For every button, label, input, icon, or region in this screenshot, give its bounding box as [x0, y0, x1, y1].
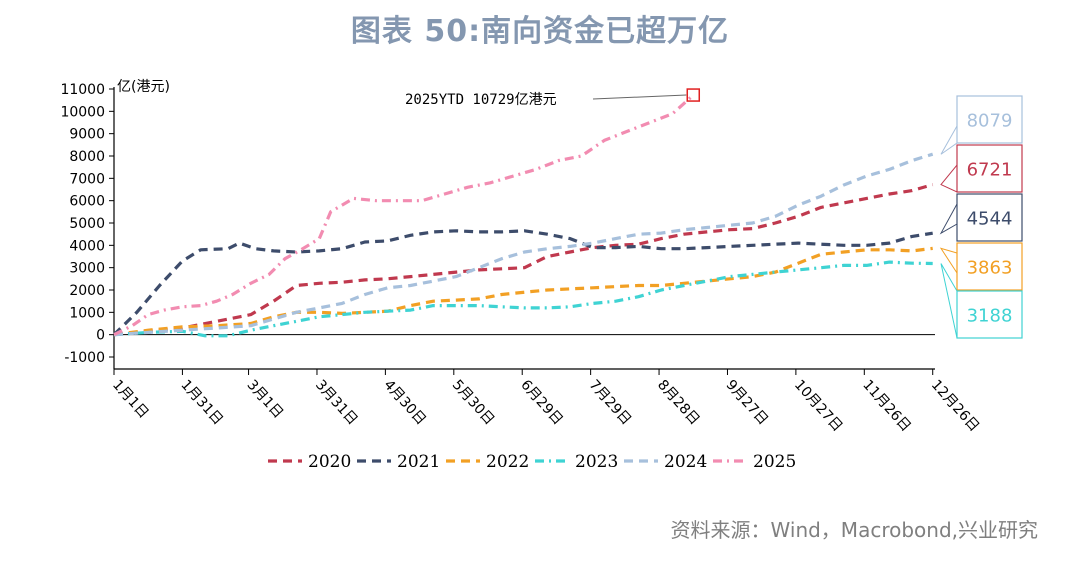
end-labels: 8079 6721 4544 3863 3188 — [939, 95, 1023, 339]
axes: 1100010000900080007000600050004000300020… — [60, 79, 982, 435]
x-tick-label: 1月31日 — [177, 377, 226, 428]
callout-pointer — [939, 203, 958, 235]
series-line-2024 — [113, 152, 934, 337]
y-tick-label: 5000 — [69, 216, 105, 232]
callout-pointer — [940, 163, 958, 193]
callout-box — [956, 193, 1023, 242]
y-tick-label: 10000 — [60, 104, 105, 120]
callout-pointer — [940, 124, 958, 155]
x-tick-label: 8月28日 — [654, 377, 703, 428]
callout-box — [956, 144, 1023, 193]
annotation-leader — [592, 94, 687, 100]
y-tick-label: 2000 — [69, 283, 105, 299]
y-tick-label: 11000 — [60, 82, 105, 98]
x-tick-label: 6月29日 — [517, 377, 566, 428]
series-line-2022 — [113, 246, 933, 337]
x-tick-label: 3月31日 — [312, 377, 361, 428]
legend-label-2021: 2021 — [397, 452, 440, 472]
y-tick-label: -1000 — [64, 350, 105, 366]
series-layer: 2025YTD 10729亿港元 — [112, 88, 934, 338]
x-tick-label: 7月29日 — [586, 377, 635, 428]
x-tick-label: 3月1日 — [244, 377, 287, 422]
x-tick-label: 9月27日 — [722, 377, 771, 428]
x-tick-label: 4月30日 — [380, 377, 429, 428]
y-tick-label: 8000 — [69, 149, 105, 165]
y-tick-label: 3000 — [69, 261, 105, 277]
callout-value: 3863 — [967, 258, 1013, 279]
y-axis-title: 亿(港元) — [117, 79, 170, 95]
callout-box — [956, 95, 1023, 144]
callout-value: 6721 — [967, 160, 1013, 181]
y-tick-label: 9000 — [69, 127, 105, 143]
callout-value: 4544 — [967, 209, 1013, 230]
callout-pointer — [940, 263, 958, 339]
series-line-2020 — [113, 183, 934, 337]
x-tick-label: 11月26日 — [859, 377, 913, 435]
legend-label-2025: 2025 — [753, 452, 796, 472]
legend-label-2020: 2020 — [308, 452, 351, 472]
callout-box — [956, 290, 1023, 339]
legend-label-2024: 2024 — [664, 452, 707, 472]
x-tick-label: 5月30日 — [449, 377, 498, 428]
series-line-2023 — [113, 260, 933, 338]
source-note: 资料来源：Wind，Macrobond,兴业研究 — [670, 518, 1038, 542]
series-line-2025 — [113, 93, 695, 337]
annotation-label: 2025YTD 10729亿港元 — [405, 92, 557, 108]
callout-value: 3188 — [967, 306, 1013, 327]
x-tick-label: 10月27日 — [791, 377, 845, 435]
x-tick-label: 1月1日 — [109, 377, 152, 422]
legend: 2020 2021 2022 2023 2024 2025 — [268, 452, 796, 472]
callout-value: 8079 — [967, 111, 1013, 132]
legend-label-2023: 2023 — [575, 452, 618, 472]
callout-box — [956, 242, 1023, 291]
series-line-2021 — [112, 229, 933, 336]
annotation-marker — [686, 88, 701, 102]
x-tick-label: 12月26日 — [928, 377, 982, 435]
legend-label-2022: 2022 — [486, 452, 529, 472]
y-tick-label: 7000 — [69, 171, 105, 187]
callout-pointer — [939, 247, 958, 275]
y-tick-label: 1000 — [69, 305, 105, 321]
chart-title: 图表 50:南向资金已超万亿 — [350, 14, 730, 49]
y-tick-label: 0 — [96, 328, 105, 344]
y-tick-label: 6000 — [69, 194, 105, 210]
y-tick-label: 4000 — [69, 238, 105, 254]
